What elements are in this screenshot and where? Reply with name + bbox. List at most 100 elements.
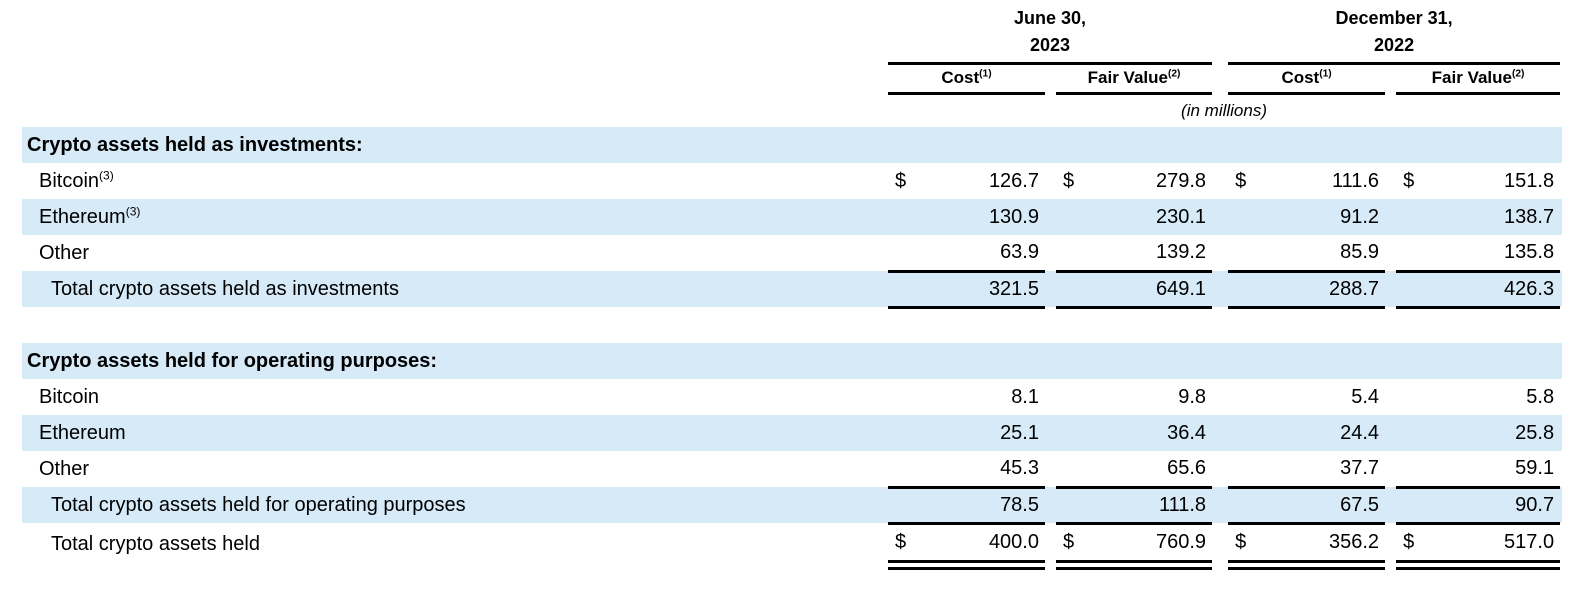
currency-symbol xyxy=(1396,451,1423,489)
currency-symbol xyxy=(1396,235,1423,273)
column-gap xyxy=(1045,523,1056,565)
currency-symbol xyxy=(888,199,914,235)
currency-symbol xyxy=(1056,235,1082,273)
currency-symbol xyxy=(1228,235,1255,273)
period-header-2022: December 31, 2022 xyxy=(1228,2,1561,65)
column-gap xyxy=(1212,415,1229,451)
currency-symbol xyxy=(1396,487,1423,525)
cell-value: 67.5 xyxy=(1254,487,1386,525)
empty-corner xyxy=(22,93,888,127)
column-gap xyxy=(1212,199,1229,235)
column-gap xyxy=(1045,163,1056,199)
table-row: Ethereum(3) 130.9 230.1 91.2 138.7 xyxy=(22,199,1563,235)
empty-corner xyxy=(22,2,888,63)
table-row: Bitcoin(3) $126.7 $279.8 $111.6 $151.8 xyxy=(22,163,1562,199)
cell-value: 85.9 xyxy=(1254,235,1386,273)
column-gap xyxy=(1385,523,1396,565)
currency-symbol: $ xyxy=(888,523,914,570)
row-label-text: Total crypto assets held xyxy=(51,532,260,555)
right-pad xyxy=(1560,235,1562,271)
column-header-fair-value: Fair Value(2) xyxy=(1396,63,1561,95)
section-title: Crypto assets held as investments: xyxy=(22,127,1563,163)
cell-value: 5.8 xyxy=(1526,385,1555,408)
right-pad xyxy=(1560,63,1562,93)
row-label-text: Other xyxy=(39,241,90,264)
section-header-row: Crypto assets held for operating purpose… xyxy=(22,343,1563,379)
currency-symbol xyxy=(888,379,914,415)
currency-symbol: $ xyxy=(1235,169,1247,192)
currency-symbol xyxy=(888,487,914,525)
cell-value: 25.8 xyxy=(1422,415,1561,451)
cell-value: 91.2 xyxy=(1254,199,1386,235)
crypto-assets-table: June 30, 2023 December 31, 2022 Cost(1) … xyxy=(22,2,1563,570)
column-header-cost: Cost(1) xyxy=(1228,63,1386,95)
right-pad xyxy=(1560,379,1562,415)
table-row: Other 45.3 65.6 37.7 59.1 xyxy=(22,451,1562,489)
currency-symbol xyxy=(1056,271,1082,309)
cell-value: 139.2 xyxy=(1082,235,1213,273)
row-label: Ethereum(3) xyxy=(22,199,888,235)
currency-symbol xyxy=(1056,451,1082,489)
cell-value: 321.5 xyxy=(914,271,1045,309)
footnote-ref: (2) xyxy=(1512,68,1525,80)
currency-symbol xyxy=(1396,415,1423,451)
table-row: Ethereum 25.1 36.4 24.4 25.8 xyxy=(22,415,1563,451)
column-gap xyxy=(1385,63,1396,93)
table-header: June 30, 2023 December 31, 2022 Cost(1) … xyxy=(22,2,1562,127)
cell-value: 760.9 xyxy=(1082,523,1213,570)
column-gap xyxy=(1385,379,1396,415)
currency-symbol xyxy=(888,451,914,489)
empty-corner xyxy=(22,63,888,93)
currency-symbol xyxy=(1056,415,1082,451)
right-pad xyxy=(1560,523,1562,565)
currency-symbol xyxy=(1396,271,1423,309)
currency-symbol: $ xyxy=(1228,523,1255,570)
column-gap xyxy=(1045,379,1056,415)
column-gap xyxy=(1385,163,1396,199)
cell-value: 230.1 xyxy=(1082,199,1213,235)
footnote-ref: (1) xyxy=(1319,68,1332,80)
subcolumn-header-row: Cost(1) Fair Value(2) Cost(1) Fair Value… xyxy=(22,63,1562,95)
currency-symbol: $ xyxy=(1396,523,1423,570)
cell-value: 63.9 xyxy=(914,235,1045,273)
cell-value: 59.1 xyxy=(1422,451,1561,489)
currency-symbol xyxy=(1228,487,1255,525)
currency-symbol xyxy=(1396,199,1423,235)
footnote-ref: (3) xyxy=(99,167,114,182)
currency-symbol xyxy=(1228,199,1255,235)
cell-value: 111.6 xyxy=(1331,169,1380,192)
cell-value: 151.8 xyxy=(1504,169,1555,192)
cell-value: 356.2 xyxy=(1254,523,1386,570)
currency-symbol xyxy=(1228,379,1254,415)
cell-value: 78.5 xyxy=(914,487,1045,525)
row-label: Bitcoin xyxy=(22,379,888,415)
cell-value: 37.7 xyxy=(1254,451,1386,489)
currency-symbol xyxy=(1056,379,1082,415)
column-gap xyxy=(1045,63,1056,93)
right-pad xyxy=(1560,199,1563,235)
table-row: Other 63.9 139.2 85.9 135.8 xyxy=(22,235,1562,273)
currency-symbol: $ xyxy=(895,169,907,192)
cell-value: 8.1 xyxy=(1011,385,1039,408)
currency-symbol xyxy=(1228,271,1255,309)
column-header-cost: Cost(1) xyxy=(888,63,1045,95)
row-label-text: Total crypto assets held for operating p… xyxy=(51,493,466,516)
cell-value: 517.0 xyxy=(1422,523,1561,570)
cell-value: 45.3 xyxy=(914,451,1045,489)
footnote-ref: (1) xyxy=(979,68,992,80)
cell-value: 90.7 xyxy=(1422,487,1561,525)
row-label-text: Total crypto assets held as investments xyxy=(51,277,399,300)
right-pad xyxy=(1560,2,1562,63)
section-gap xyxy=(22,307,1563,343)
period-date-line1: December 31, xyxy=(1335,7,1453,28)
cell-value: 649.1 xyxy=(1082,271,1213,309)
cell-value: 126.7 xyxy=(988,169,1039,192)
right-pad xyxy=(1560,271,1563,307)
column-gap xyxy=(1045,199,1056,235)
column-gap xyxy=(1385,451,1396,487)
period-date-line2: 2023 xyxy=(1030,34,1071,55)
period-header-2023: June 30, 2023 xyxy=(888,2,1213,65)
column-gap xyxy=(1045,487,1056,523)
table-row: Total crypto assets held as investments 3… xyxy=(22,271,1563,309)
cell-value: 138.7 xyxy=(1422,199,1561,235)
